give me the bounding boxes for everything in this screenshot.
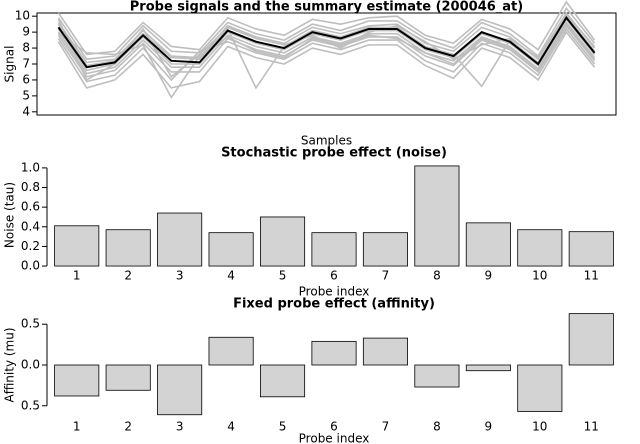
y-tick-label: 0.2 — [21, 239, 40, 253]
bar — [208, 336, 254, 366]
x-tick-label: 3 — [176, 269, 184, 283]
bar — [568, 231, 614, 267]
x-tick-label: 5 — [279, 269, 287, 283]
y-tick-label: 1.0 — [21, 160, 40, 174]
bar — [260, 364, 306, 398]
x-tick-label: 9 — [485, 420, 493, 434]
y-tick-label: 0.0 — [21, 358, 40, 372]
x-tick-label: 5 — [279, 420, 287, 434]
y-axis-label: Noise (tau) — [3, 182, 17, 248]
y-tick-label: 0.5 — [21, 398, 40, 412]
y-tick-label: 7 — [22, 57, 30, 71]
x-tick-label: 11 — [584, 420, 599, 434]
x-axis-label: Samples — [301, 134, 352, 148]
x-axis-label: Probe index — [299, 432, 370, 444]
signal-line — [57, 0, 596, 56]
signal-line — [57, 16, 596, 69]
bar — [414, 165, 460, 267]
bar — [157, 364, 203, 416]
x-tick-label: 6 — [330, 269, 338, 283]
bar — [54, 364, 100, 397]
bar — [311, 340, 357, 366]
x-tick-label: 8 — [433, 420, 441, 434]
y-tick-label: 6 — [22, 72, 30, 86]
bar — [260, 216, 306, 267]
x-tick-label: 3 — [176, 420, 184, 434]
y-tick-label: 0.5 — [21, 317, 40, 331]
signal-line — [57, 6, 596, 61]
x-tick-label: 7 — [382, 420, 390, 434]
x-tick-label: 1 — [73, 420, 81, 434]
bar — [517, 229, 563, 267]
bar — [54, 225, 100, 267]
x-tick-label: 10 — [532, 269, 547, 283]
bar — [362, 232, 408, 267]
y-tick-label: 0.0 — [21, 259, 40, 273]
y-axis-label: Signal — [3, 46, 17, 83]
chart-title: Stochastic probe effect (noise) — [221, 146, 447, 161]
y-tick-label: 0.4 — [21, 219, 40, 233]
signal-line — [57, 17, 596, 72]
x-tick-label: 10 — [532, 420, 547, 434]
y-tick-label: 4 — [22, 104, 30, 118]
bar — [517, 364, 563, 412]
bar — [362, 337, 408, 366]
bar — [105, 364, 151, 391]
signal-line — [57, 21, 596, 75]
bar — [311, 232, 357, 267]
bar — [465, 222, 511, 267]
y-tick-label: 9 — [22, 25, 30, 39]
bar — [105, 229, 151, 267]
y-tick-label: 8 — [22, 41, 30, 55]
x-tick-label: 4 — [227, 269, 235, 283]
x-tick-label: 6 — [330, 420, 338, 434]
y-tick-label: 5 — [22, 88, 30, 102]
y-axis-label: Affinity (mu) — [3, 327, 17, 402]
bar — [465, 364, 511, 372]
chart-title: Fixed probe effect (affinity) — [233, 297, 435, 312]
y-tick-label: 10 — [15, 9, 30, 23]
signal-line — [57, 30, 596, 89]
chart-title: Probe signals and the summary estimate (… — [130, 0, 523, 15]
x-tick-label: 11 — [584, 269, 599, 283]
y-tick-label: 0.6 — [21, 200, 40, 214]
bar — [568, 313, 614, 366]
bar — [414, 364, 460, 388]
x-axis-label: Probe index — [299, 285, 370, 299]
x-tick-label: 8 — [433, 269, 441, 283]
x-tick-label: 2 — [124, 420, 132, 434]
x-tick-label: 1 — [73, 269, 81, 283]
x-tick-label: 7 — [382, 269, 390, 283]
x-tick-label: 2 — [124, 269, 132, 283]
bar — [208, 232, 254, 267]
x-tick-label: 9 — [485, 269, 493, 283]
y-tick-label: 0.8 — [21, 180, 40, 194]
signal-line — [57, 11, 596, 64]
x-tick-label: 4 — [227, 420, 235, 434]
bar — [157, 212, 203, 267]
